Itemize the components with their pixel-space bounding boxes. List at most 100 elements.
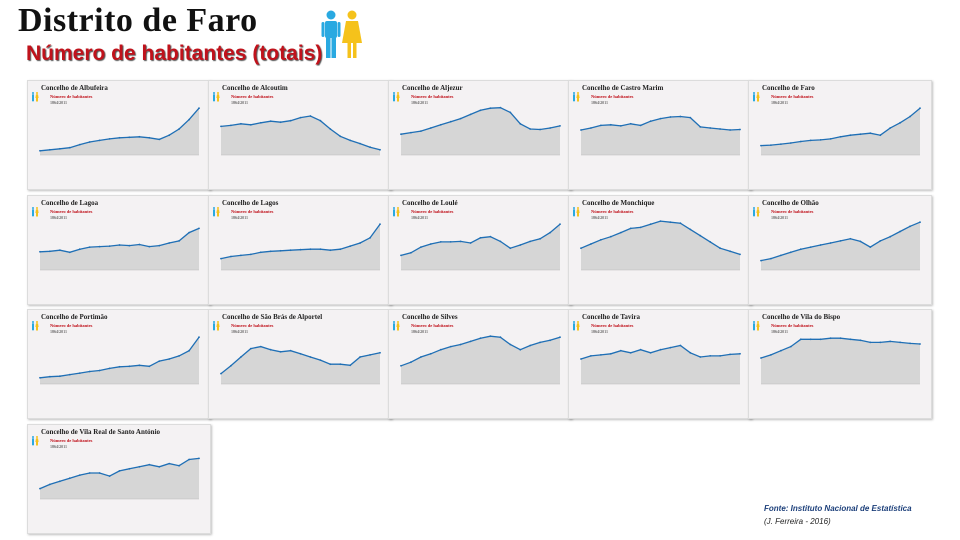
people-icon bbox=[213, 207, 220, 217]
data-point bbox=[349, 245, 352, 247]
data-point bbox=[49, 375, 51, 378]
data-point bbox=[68, 251, 71, 254]
chart-range: 1864/2011 bbox=[771, 100, 788, 105]
people-icon bbox=[573, 321, 580, 331]
data-point bbox=[88, 246, 91, 248]
data-point bbox=[289, 349, 292, 352]
data-point bbox=[899, 341, 901, 344]
data-point bbox=[689, 228, 692, 231]
data-point bbox=[400, 133, 402, 136]
data-point bbox=[889, 340, 892, 343]
data-point bbox=[59, 249, 61, 252]
people-icon bbox=[32, 436, 39, 446]
data-point bbox=[259, 121, 262, 124]
chart-title: Concelho de Lagoa bbox=[41, 199, 99, 207]
data-point bbox=[869, 132, 872, 135]
data-point bbox=[829, 138, 832, 140]
chart-panel: Concelho de Portimão Número de habitantes… bbox=[27, 309, 211, 419]
data-point bbox=[449, 241, 452, 243]
data-point bbox=[739, 128, 741, 131]
data-point bbox=[479, 109, 482, 112]
chart-title: Concelho de Silves bbox=[402, 313, 458, 321]
data-point bbox=[529, 344, 532, 347]
chart-range: 1864/2011 bbox=[50, 329, 67, 334]
data-point bbox=[220, 125, 222, 128]
area-fill bbox=[401, 336, 560, 384]
data-point bbox=[489, 335, 492, 338]
data-point bbox=[349, 139, 352, 142]
people-icon bbox=[213, 92, 220, 102]
data-point bbox=[168, 358, 171, 360]
data-point bbox=[128, 467, 131, 470]
data-point bbox=[829, 337, 832, 340]
data-point bbox=[829, 242, 832, 244]
data-point bbox=[410, 251, 412, 254]
data-point bbox=[188, 118, 191, 121]
data-point bbox=[590, 127, 592, 129]
chart-subtitle: Número de habitantes bbox=[591, 323, 634, 328]
data-point bbox=[279, 121, 282, 124]
data-point bbox=[249, 123, 252, 126]
data-point bbox=[148, 365, 151, 368]
data-point bbox=[649, 223, 652, 226]
data-point bbox=[178, 464, 181, 467]
chart-panel: Concelho de Loulé Número de habitantes 186… bbox=[388, 195, 572, 305]
data-point bbox=[729, 129, 731, 131]
data-point bbox=[809, 139, 812, 142]
data-point bbox=[819, 338, 822, 341]
data-point bbox=[580, 358, 582, 360]
data-point bbox=[459, 240, 462, 243]
data-point bbox=[770, 354, 772, 356]
data-point bbox=[78, 248, 81, 251]
data-point bbox=[449, 345, 452, 348]
data-point bbox=[118, 244, 121, 246]
data-point bbox=[240, 122, 242, 125]
data-point bbox=[269, 348, 272, 351]
data-point bbox=[198, 107, 200, 110]
chart-title: Concelho de Vila do Bispo bbox=[762, 313, 841, 321]
data-point bbox=[158, 465, 161, 468]
area-fill bbox=[761, 222, 920, 270]
data-point bbox=[168, 462, 171, 465]
data-point bbox=[629, 227, 632, 230]
data-point bbox=[869, 341, 872, 344]
data-point bbox=[148, 245, 151, 248]
data-point bbox=[719, 247, 721, 250]
data-point bbox=[39, 376, 41, 379]
chart-range: 1864/2011 bbox=[591, 329, 608, 334]
data-point bbox=[68, 477, 71, 480]
data-point bbox=[68, 146, 71, 149]
data-point bbox=[118, 470, 121, 472]
area-chart bbox=[580, 220, 741, 271]
data-point bbox=[760, 259, 762, 262]
data-point bbox=[98, 472, 101, 474]
data-point bbox=[839, 135, 842, 138]
data-point bbox=[819, 139, 822, 141]
data-point bbox=[138, 364, 141, 367]
data-point bbox=[539, 128, 541, 131]
data-point bbox=[859, 240, 862, 243]
chart-title: Concelho de Loulé bbox=[402, 199, 458, 207]
chart-subtitle: Número de habitantes bbox=[591, 209, 634, 214]
area-chart bbox=[220, 115, 381, 156]
data-point bbox=[719, 355, 721, 357]
data-point bbox=[509, 111, 512, 114]
data-point bbox=[220, 257, 222, 260]
data-point bbox=[269, 120, 272, 123]
data-point bbox=[590, 243, 592, 245]
people-icon bbox=[393, 321, 400, 331]
data-point bbox=[869, 246, 872, 248]
chart-panel: Concelho de Alcoutim Número de habitantes… bbox=[208, 80, 392, 190]
chart-range: 1864/2011 bbox=[771, 215, 788, 220]
chart-subtitle: Número de habitantes bbox=[231, 209, 274, 214]
data-point bbox=[909, 225, 911, 228]
data-point bbox=[799, 248, 802, 251]
data-point bbox=[639, 348, 642, 351]
chart-range: 1864/2011 bbox=[50, 100, 67, 105]
data-point bbox=[240, 356, 242, 358]
data-point bbox=[609, 123, 612, 126]
data-point bbox=[439, 241, 442, 243]
area-fill bbox=[221, 346, 380, 384]
chart-subtitle: Número de habitantes bbox=[50, 323, 93, 328]
data-point bbox=[689, 351, 692, 354]
